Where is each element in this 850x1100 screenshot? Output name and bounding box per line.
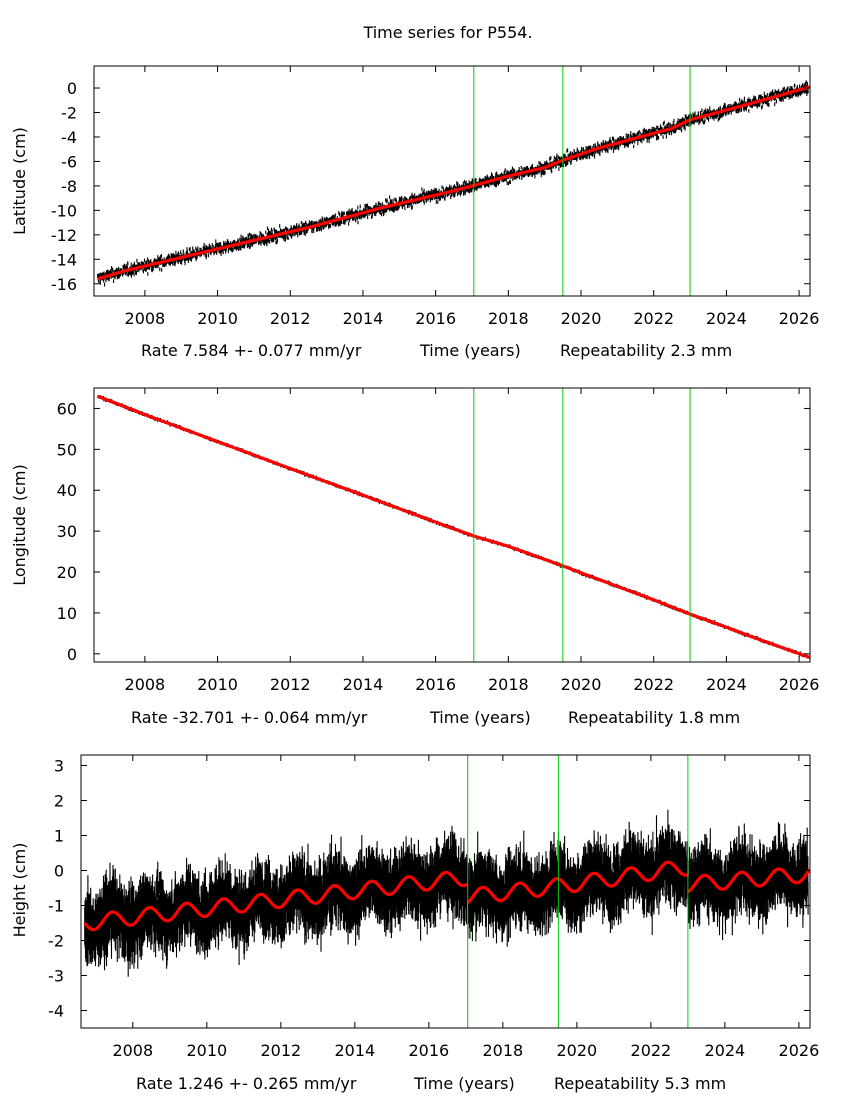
longitude-x-tick-label: 2012 — [270, 675, 311, 694]
longitude-x-tick-label: 2026 — [779, 675, 820, 694]
latitude-x-tick-label: 2026 — [779, 309, 820, 328]
latitude-plot-frame — [93, 65, 811, 297]
latitude-model-line — [96, 85, 810, 281]
longitude-model-line — [96, 394, 810, 659]
longitude-rate-label: Rate -32.701 +- 0.064 mm/yr — [131, 708, 368, 727]
latitude-x-tick-label: 2012 — [270, 309, 311, 328]
height-plot-frame — [80, 754, 811, 1029]
longitude-time-axis-label: Time (years) — [429, 708, 531, 727]
height-y-tick-label: -4 — [48, 1002, 64, 1021]
longitude-y-tick-label: 60 — [57, 399, 77, 418]
longitude-y-axis-label: Longitude (cm) — [10, 464, 29, 586]
latitude-rate-label: Rate 7.584 +- 0.077 mm/yr — [141, 341, 362, 360]
longitude-x-tick-label: 2020 — [561, 675, 602, 694]
latitude-y-tick-label: -16 — [51, 275, 77, 294]
longitude-y-tick-label: 40 — [57, 481, 77, 500]
longitude-x-tick-label: 2014 — [343, 675, 384, 694]
height-x-tick-label: 2018 — [482, 1041, 523, 1060]
chart-title: Time series for P554. — [362, 23, 532, 42]
latitude-y-tick-label: -2 — [61, 103, 77, 122]
height-x-tick-label: 2024 — [705, 1041, 746, 1060]
latitude-time-axis-label: Time (years) — [419, 341, 521, 360]
latitude-x-tick-label: 2018 — [488, 309, 529, 328]
height-rate-label: Rate 1.246 +- 0.265 mm/yr — [136, 1074, 357, 1093]
height-y-tick-label: -2 — [48, 932, 64, 951]
latitude-y-tick-label: -6 — [61, 152, 77, 171]
latitude-y-tick-label: -10 — [51, 201, 77, 220]
longitude-plot-frame — [93, 387, 811, 663]
latitude-y-tick-label: -4 — [61, 128, 77, 147]
latitude-repeatability-label: Repeatability 2.3 mm — [560, 341, 732, 360]
longitude-x-tick-label: 2022 — [633, 675, 674, 694]
latitude-x-tick-label: 2014 — [343, 309, 384, 328]
height-x-tick-label: 2026 — [779, 1041, 820, 1060]
latitude-x-tick-label: 2016 — [415, 309, 456, 328]
latitude-panel: Latitude (cm) Rate 7.584 +- 0.077 mm/yr … — [10, 65, 820, 360]
latitude-observations — [97, 80, 809, 287]
height-y-axis-label: Height (cm) — [10, 843, 29, 938]
longitude-x-tick-label: 2016 — [415, 675, 456, 694]
latitude-y-tick-label: -14 — [51, 250, 77, 269]
height-x-tick-label: 2010 — [186, 1041, 227, 1060]
height-plot-area — [83, 809, 810, 977]
latitude-y-tick-label: 0 — [67, 79, 77, 98]
latitude-x-tick-label: 2024 — [706, 309, 747, 328]
height-y-tick-label: 1 — [54, 827, 64, 846]
latitude-x-tick-label: 2008 — [125, 309, 166, 328]
latitude-x-tick-label: 2022 — [633, 309, 674, 328]
longitude-y-tick-label: 50 — [57, 440, 77, 459]
longitude-y-tick-label: 20 — [57, 563, 77, 582]
longitude-panel: Longitude (cm) Rate -32.701 +- 0.064 mm/… — [10, 387, 820, 727]
longitude-y-tick-label: 30 — [57, 522, 77, 541]
height-y-tick-label: -3 — [48, 967, 64, 986]
height-time-axis-label: Time (years) — [413, 1074, 515, 1093]
height-y-tick-label: 0 — [54, 862, 64, 881]
latitude-y-axis-label: Latitude (cm) — [10, 127, 29, 235]
longitude-repeatability-label: Repeatability 1.8 mm — [568, 708, 740, 727]
longitude-y-tick-label: 0 — [67, 645, 77, 664]
longitude-x-tick-label: 2008 — [125, 675, 166, 694]
height-x-tick-label: 2014 — [334, 1041, 375, 1060]
longitude-plot-area — [96, 394, 810, 659]
height-x-tick-label: 2008 — [112, 1041, 153, 1060]
longitude-x-tick-label: 2018 — [488, 675, 529, 694]
longitude-x-tick-label: 2010 — [197, 675, 238, 694]
height-observations — [84, 809, 809, 977]
height-model-line — [557, 860, 689, 894]
longitude-y-tick-label: 10 — [57, 604, 77, 623]
latitude-x-tick-label: 2010 — [197, 309, 238, 328]
height-x-tick-label: 2020 — [557, 1041, 598, 1060]
height-panel: Height (cm) Rate 1.246 +- 0.265 mm/yr Ti… — [10, 754, 820, 1093]
height-y-tick-label: -1 — [48, 897, 64, 916]
height-x-tick-label: 2022 — [631, 1041, 672, 1060]
latitude-y-tick-label: -12 — [51, 226, 77, 245]
height-model-line — [466, 877, 559, 905]
height-model-line — [687, 867, 810, 894]
height-model-line — [83, 870, 469, 932]
height-y-tick-label: 2 — [54, 792, 64, 811]
latitude-plot-area — [96, 80, 810, 287]
height-y-tick-label: 3 — [54, 757, 64, 776]
height-repeatability-label: Repeatability 5.3 mm — [554, 1074, 726, 1093]
longitude-x-tick-label: 2024 — [706, 675, 747, 694]
latitude-x-tick-label: 2020 — [561, 309, 602, 328]
height-x-tick-label: 2012 — [260, 1041, 301, 1060]
latitude-y-tick-label: -8 — [61, 177, 77, 196]
height-x-tick-label: 2016 — [408, 1041, 449, 1060]
